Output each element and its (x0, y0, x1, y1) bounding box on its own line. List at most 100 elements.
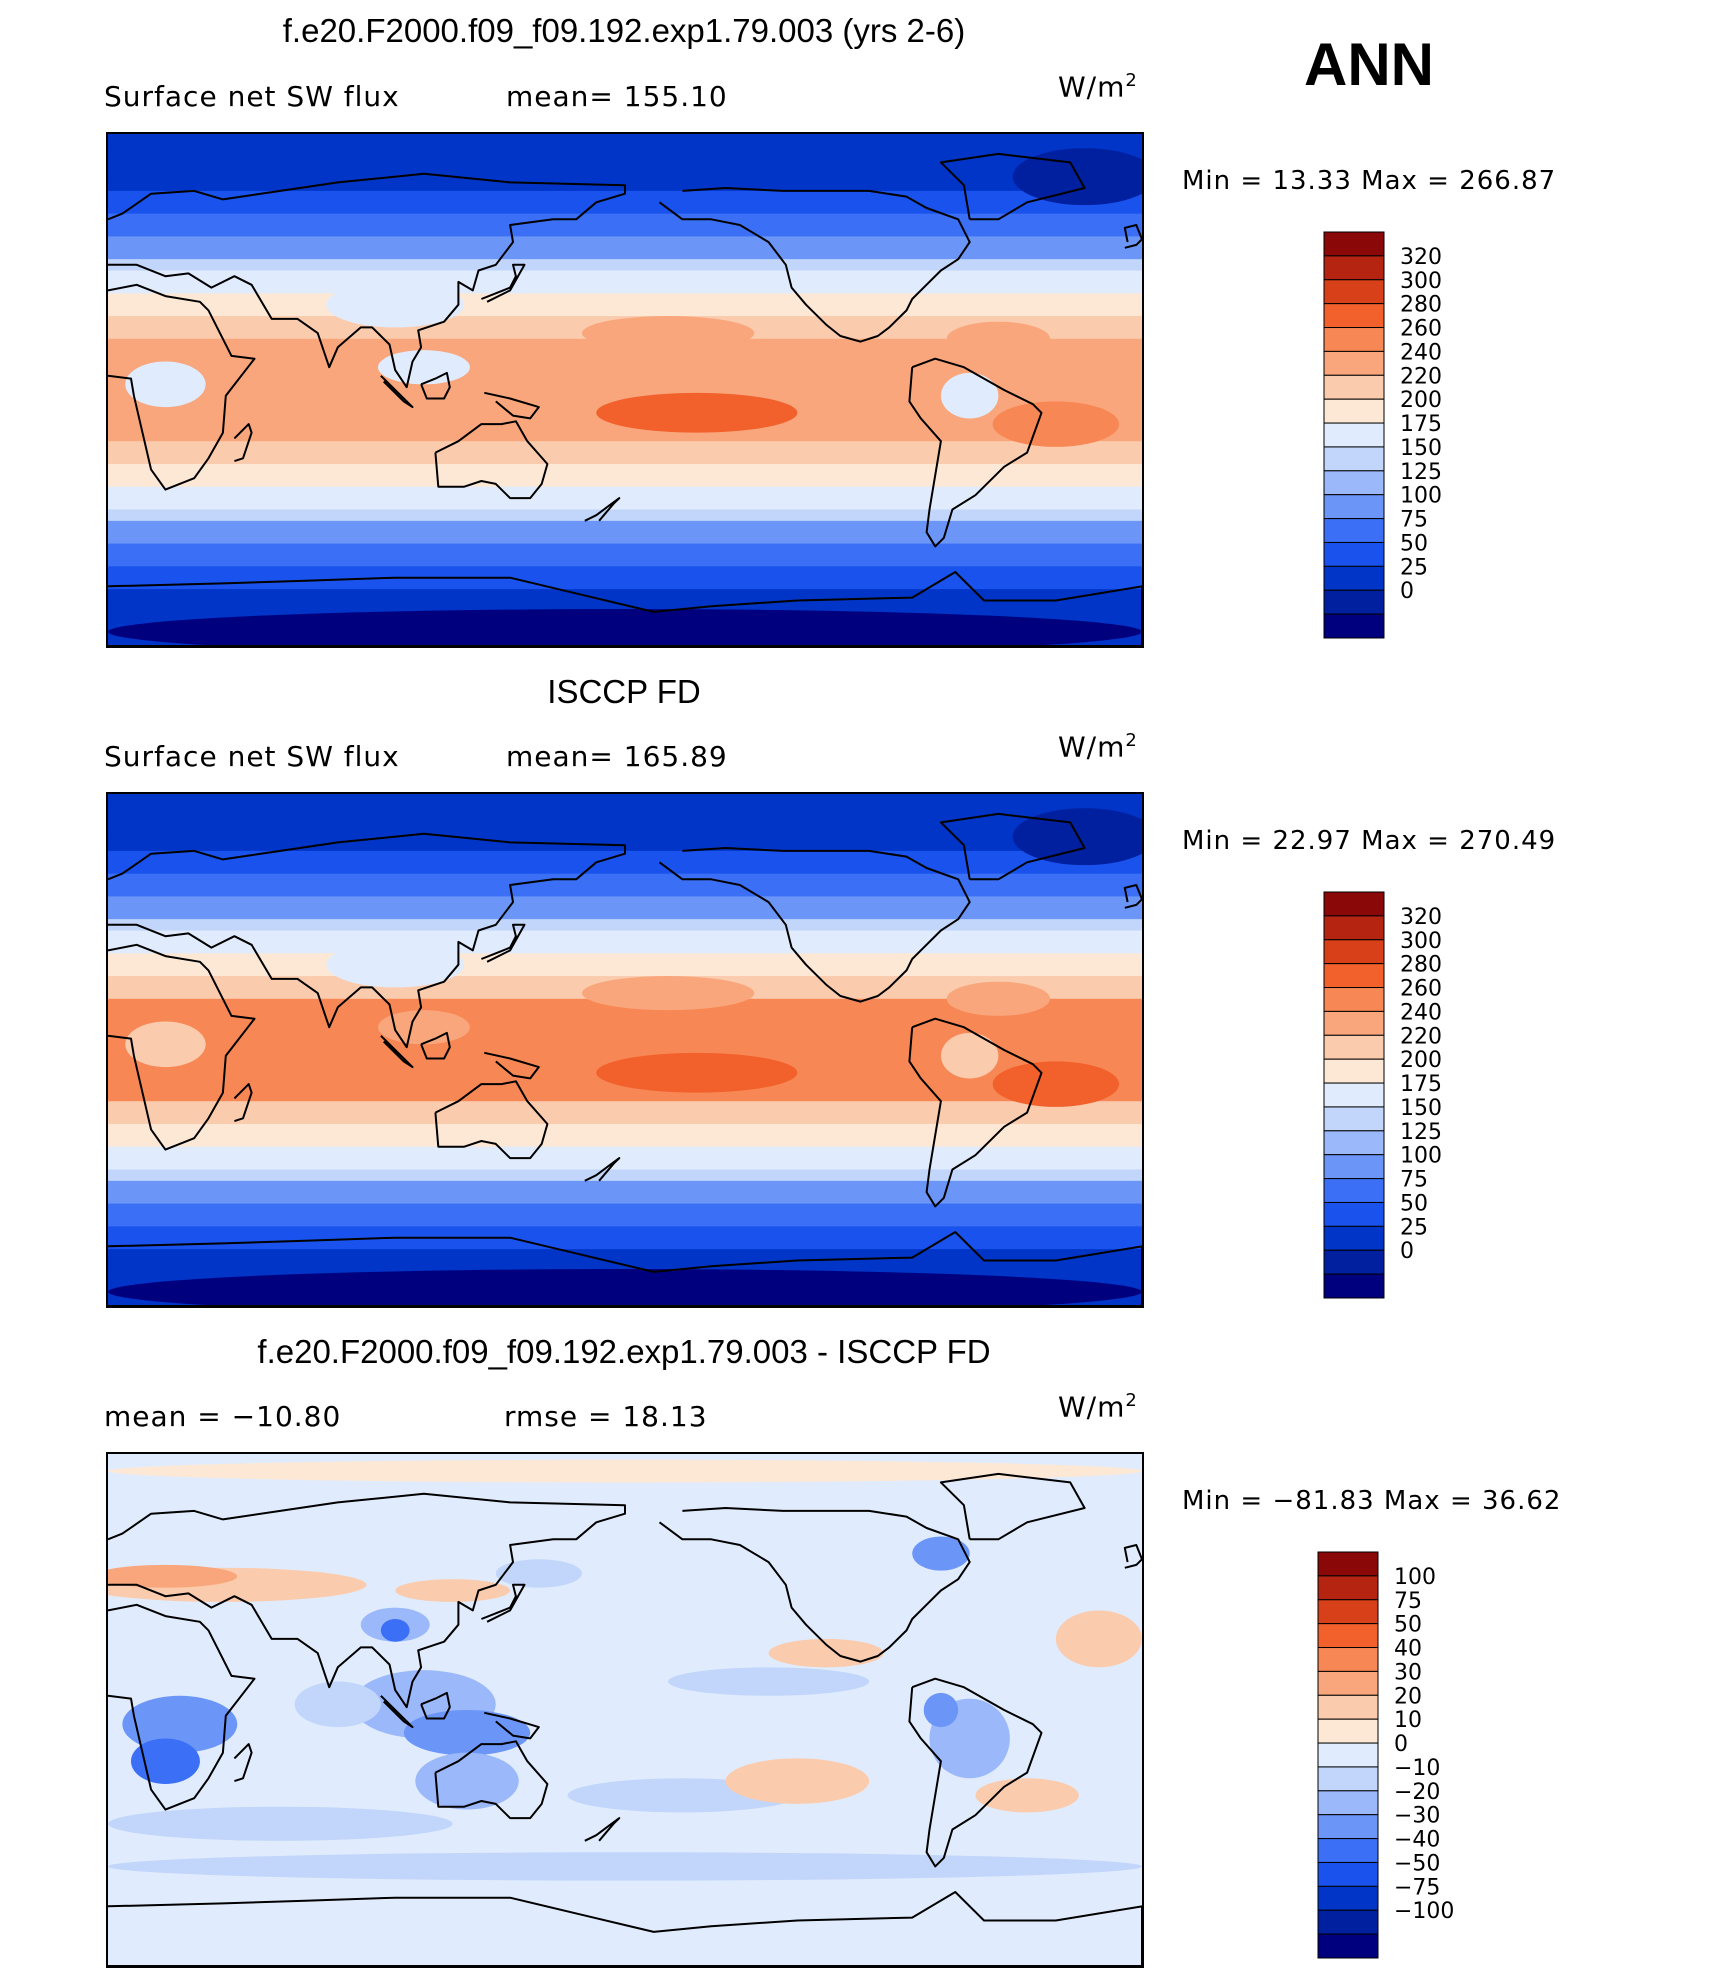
panel-3-colorbar: 100 75 50 40 30 20 10 0 −10 −20 −30 −40 −50 −75 −100 (1317, 1551, 1468, 1962)
lat-band (108, 429, 1142, 442)
panel-2-map (106, 792, 1144, 1308)
coastline (420, 1031, 451, 1060)
colorbar-box (1323, 494, 1385, 520)
lat-band (108, 350, 1142, 363)
lat-band (108, 1260, 1142, 1273)
coastline (420, 1691, 451, 1720)
coastline (481, 1583, 526, 1623)
natl-high (946, 981, 1051, 1016)
coastline (233, 423, 253, 463)
coastline (584, 497, 621, 522)
colorbar-box (1323, 1154, 1385, 1180)
lat-band (108, 452, 1142, 465)
lat-band (108, 520, 1142, 533)
colorbar-box (1323, 915, 1385, 941)
lat-band (108, 577, 1142, 590)
lat-band (108, 1032, 1142, 1045)
colorbar-tick-label: 200 (1400, 1048, 1442, 1073)
lat-band (108, 1123, 1142, 1136)
panel-3-mean: mean = −10.80 (104, 1400, 342, 1433)
colorbar-box (1323, 303, 1385, 329)
npac-high (581, 316, 755, 351)
coastline (481, 923, 526, 963)
lat-band (108, 1226, 1142, 1239)
colorbar-box (1317, 1909, 1379, 1935)
coastline (658, 847, 971, 1003)
colorbar-tick-label: 260 (1400, 977, 1442, 1002)
diff-patch (122, 1695, 238, 1753)
congo (125, 361, 206, 408)
colorbar-box (1323, 1082, 1385, 1108)
coastline (434, 1080, 549, 1160)
colorbar-tick-label: −50 (1394, 1851, 1440, 1876)
coastline (380, 375, 414, 409)
colorbar-tick-label: 100 (1400, 484, 1442, 509)
lat-band (108, 953, 1142, 966)
coastline (939, 152, 1086, 221)
coastlines (108, 812, 1142, 1306)
colorbar-tick-label: 75 (1400, 508, 1428, 533)
diff-patch (923, 1692, 959, 1728)
colorbar-box (1323, 1034, 1385, 1060)
lat-band (108, 463, 1142, 476)
coastline (108, 571, 1142, 646)
lat-band (108, 372, 1142, 385)
lat-band (108, 475, 1142, 488)
diff-patch (1055, 1610, 1142, 1668)
lat-band (108, 145, 1142, 158)
colorbar-box (1323, 565, 1385, 591)
diff-patch (108, 1852, 1142, 1881)
diff-patch (403, 1710, 531, 1756)
panel-2-units: W/m2 (1058, 730, 1138, 764)
lat-band (108, 1169, 1142, 1182)
colorbar-box (1317, 1670, 1379, 1696)
colorbar-box (1323, 963, 1385, 989)
panel-3-map (106, 1452, 1144, 1968)
panel-2-variable: Surface net SW flux (104, 740, 400, 773)
panel-3-title: f.e20.F2000.f09_f09.192.exp1.79.003 - IS… (257, 1333, 991, 1370)
antarctic-low (108, 1269, 1142, 1306)
panel-1-map (106, 132, 1144, 648)
colorbar-box (1317, 1861, 1379, 1887)
lat-band (108, 589, 1142, 601)
season-label: ANN (1304, 31, 1434, 98)
colorbar-box (1317, 1623, 1379, 1649)
lat-band (108, 225, 1142, 237)
colorbar-tick-label: 0 (1400, 579, 1414, 604)
colorbar-box (1317, 1694, 1379, 1720)
lat-band (108, 156, 1142, 169)
colorbar-box (1323, 1249, 1385, 1275)
lat-band (108, 805, 1142, 818)
colorbar-box (1323, 518, 1385, 543)
coastline (939, 1472, 1086, 1541)
colorbar-box (1323, 987, 1385, 1012)
lat-band (108, 794, 1142, 806)
panel-3-units: W/m2 (1058, 1390, 1138, 1424)
coastline (233, 1083, 253, 1123)
colorbar-tick-label: 20 (1394, 1684, 1422, 1709)
colorbar-box (1317, 1742, 1379, 1768)
colorbar-box (1323, 1273, 1385, 1299)
colorbar-box (1323, 1225, 1385, 1251)
pacific-max (596, 1052, 798, 1093)
lat-band (108, 259, 1142, 272)
colorbar-tick-label: 320 (1400, 245, 1442, 270)
lat-band (108, 543, 1142, 556)
coastline (108, 1492, 626, 1709)
colorbar-box (1323, 422, 1385, 448)
colorbar-tick-label: 240 (1400, 340, 1442, 365)
colorbar-tick-label: 50 (1394, 1613, 1422, 1638)
tibet-china (326, 281, 465, 328)
colorbar-box (1317, 1790, 1379, 1816)
coastline (434, 1740, 549, 1820)
lat-band (108, 361, 1142, 374)
tibet-china (326, 941, 465, 988)
lat-band (108, 1192, 1142, 1205)
amazon (940, 1032, 999, 1079)
lat-band (108, 1089, 1142, 1102)
panel-1-title: f.e20.F2000.f09_f09.192.exp1.79.003 (yrs… (282, 12, 966, 49)
coastline (908, 1017, 1043, 1208)
lat-band (108, 441, 1142, 454)
colorbar-box (1323, 589, 1385, 615)
lat-band (108, 919, 1142, 932)
